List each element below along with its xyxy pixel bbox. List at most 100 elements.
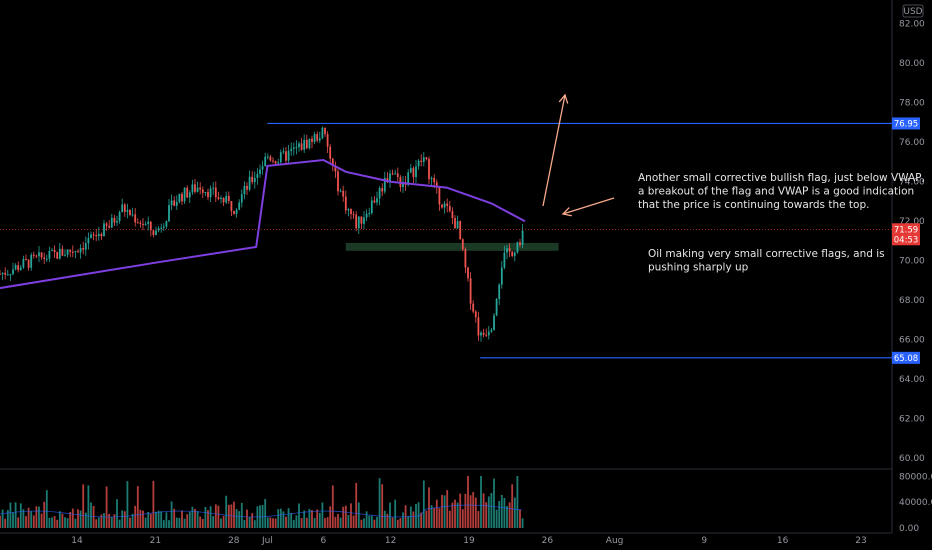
candle-body <box>6 274 9 276</box>
candle-body <box>251 176 254 183</box>
volume-bar <box>217 505 220 528</box>
volume-bar <box>212 516 215 528</box>
volume-bar <box>136 486 139 528</box>
volume-bar <box>266 517 269 528</box>
candle-body <box>441 204 443 208</box>
volume-bar <box>87 485 90 528</box>
volume-bar <box>321 502 324 528</box>
vwap-layer <box>0 158 526 290</box>
volume-bar <box>425 510 428 528</box>
candle-body <box>435 182 438 188</box>
candle-body <box>256 173 259 178</box>
candle-body <box>415 166 417 178</box>
candle-body <box>493 315 495 330</box>
volume-bar <box>487 496 490 528</box>
candle-body <box>508 248 511 252</box>
volume-bar <box>506 506 508 528</box>
volume-bar <box>238 511 241 528</box>
candle-body <box>196 187 199 192</box>
candle-body <box>183 187 186 202</box>
volume-bar <box>214 504 217 528</box>
candle-body <box>199 187 202 190</box>
volume-bar <box>352 515 355 528</box>
volume-bar <box>95 519 98 528</box>
candle-body <box>279 152 282 163</box>
volume-bar <box>298 503 300 528</box>
volume-bar <box>316 509 319 528</box>
volume-bar <box>389 502 391 528</box>
countdown-tag: 04:53 <box>894 235 919 245</box>
candle-body <box>118 212 121 222</box>
candle-body <box>79 247 82 253</box>
volume-bar <box>71 508 74 528</box>
volume-bar <box>485 502 488 528</box>
volume-bar <box>318 512 321 528</box>
candle-body <box>238 202 241 210</box>
volume-bar <box>168 520 170 528</box>
volume-bar <box>144 517 147 528</box>
candle-body <box>487 331 490 336</box>
volume-bar <box>209 506 212 528</box>
volume-bar <box>170 501 173 528</box>
candle-body <box>264 156 267 167</box>
annotation-note1-line: that the price is continuing towards the… <box>638 199 869 211</box>
annotation-note2-line: Oil making very small corrective flags, … <box>648 248 885 260</box>
volume-bar <box>368 515 371 528</box>
volume-bar <box>448 510 451 528</box>
volume-bar <box>344 505 347 528</box>
candle-body <box>30 254 33 268</box>
candle-body <box>25 258 27 260</box>
candle-body <box>469 278 472 304</box>
candle-body <box>498 284 501 300</box>
candle-body <box>131 214 134 216</box>
candle-body <box>461 239 464 250</box>
candle-body <box>412 168 415 178</box>
candle-body <box>344 196 347 211</box>
candle-body <box>269 156 272 161</box>
candle-body <box>451 211 454 219</box>
volume-bar <box>287 508 290 528</box>
volume-bar <box>337 514 339 528</box>
candle-body <box>121 204 124 213</box>
candle-body <box>464 249 467 268</box>
volume-bars <box>0 476 524 528</box>
volume-bar <box>243 519 246 528</box>
volume-bar <box>126 481 129 528</box>
grid <box>0 0 893 534</box>
candle-body <box>342 190 345 197</box>
volume-bar <box>383 510 386 528</box>
volume-bar <box>347 514 350 528</box>
candle-body <box>123 204 126 212</box>
candle-body <box>225 195 228 203</box>
volume-bar <box>422 480 425 528</box>
volume-bar <box>451 502 454 528</box>
volume-bar <box>433 508 436 528</box>
volume-bar <box>285 516 287 528</box>
volume-tick-label: 0.00 <box>899 524 919 534</box>
volume-bar <box>303 510 306 528</box>
candle-body <box>181 193 183 202</box>
candle-body <box>170 200 173 206</box>
price-tick-label: 66.00 <box>899 336 925 346</box>
candle-body <box>383 178 386 192</box>
volume-bar <box>194 509 196 528</box>
candle-body <box>84 243 87 250</box>
candle-body <box>305 139 308 149</box>
volume-bar <box>48 517 51 528</box>
candle-body <box>113 217 116 223</box>
candle-body <box>456 221 459 229</box>
candle-body <box>1 272 4 275</box>
candle-body <box>329 146 332 159</box>
time-tick-label: Aug <box>606 536 624 546</box>
candle-body <box>126 209 129 212</box>
candle-body <box>285 151 287 161</box>
candle-body <box>175 201 178 206</box>
candle-body <box>19 267 22 271</box>
candle-body <box>438 187 441 205</box>
volume-bar <box>225 495 228 528</box>
candle-body <box>376 198 378 203</box>
support-price-tag: 65.08 <box>894 354 918 364</box>
volume-bar <box>456 502 459 528</box>
volume-bar <box>357 502 360 528</box>
